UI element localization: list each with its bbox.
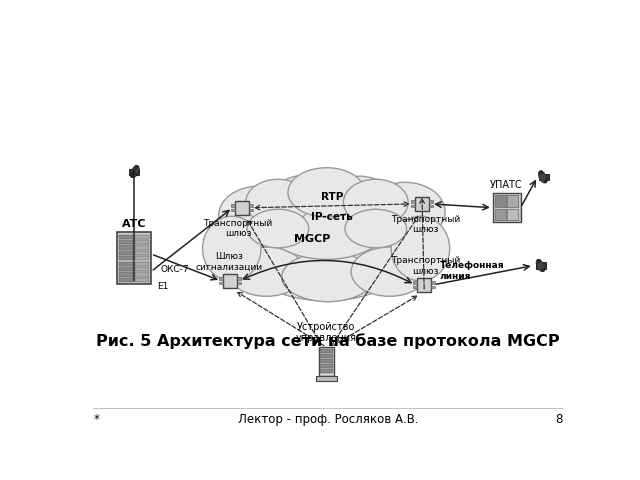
Bar (119, 235, 133, 239)
Text: Транспортный
шлюз: Транспортный шлюз (204, 218, 273, 238)
Bar (429, 201, 433, 203)
Ellipse shape (537, 259, 541, 263)
Bar (429, 205, 433, 207)
Bar (411, 205, 415, 207)
Bar (119, 240, 133, 244)
Ellipse shape (219, 186, 299, 245)
Bar (411, 201, 415, 203)
Bar (320, 354, 333, 358)
Text: Рис. 5 Архитектура сети на базе протокола MGCP: Рис. 5 Архитектура сети на базе протокол… (96, 333, 560, 349)
Bar (413, 281, 417, 284)
Ellipse shape (247, 209, 308, 248)
Bar (431, 281, 435, 284)
Bar (320, 364, 333, 368)
Bar (135, 256, 148, 261)
Ellipse shape (542, 268, 545, 272)
Bar (220, 282, 223, 284)
Bar (320, 360, 333, 363)
Ellipse shape (134, 165, 138, 169)
Bar (135, 273, 148, 276)
Bar (119, 267, 133, 271)
Bar (249, 209, 253, 211)
Bar (135, 245, 148, 250)
Bar (320, 349, 333, 353)
Text: УПАТС: УПАТС (490, 180, 523, 190)
Text: IP-сеть: IP-сеть (311, 212, 353, 222)
Bar (223, 274, 237, 288)
Bar (316, 376, 337, 381)
Bar (413, 286, 417, 288)
Ellipse shape (228, 247, 305, 296)
Bar (135, 235, 148, 239)
Bar (135, 278, 148, 282)
Text: 8: 8 (556, 413, 563, 426)
Bar (135, 240, 148, 244)
Bar (539, 174, 548, 180)
Bar (235, 201, 249, 215)
Bar (119, 273, 133, 276)
Text: MGCP: MGCP (294, 234, 331, 243)
Ellipse shape (238, 196, 415, 301)
Bar (319, 347, 334, 376)
Ellipse shape (344, 179, 408, 226)
Ellipse shape (288, 168, 365, 217)
Bar (237, 282, 241, 284)
Bar (417, 278, 431, 292)
Bar (493, 193, 520, 222)
Ellipse shape (131, 166, 139, 178)
Ellipse shape (540, 171, 543, 174)
Bar (135, 251, 148, 255)
Ellipse shape (246, 179, 310, 226)
Bar (129, 168, 139, 175)
Text: *: * (93, 413, 99, 426)
Ellipse shape (320, 176, 397, 235)
Bar (431, 286, 435, 288)
Text: Телефонная
линия: Телефонная линия (440, 262, 504, 281)
Bar (508, 195, 518, 207)
Bar (231, 204, 235, 206)
Text: Е1: Е1 (157, 282, 168, 291)
Bar (119, 251, 133, 255)
Ellipse shape (391, 216, 450, 281)
Text: Шлюз
сигнализации: Шлюз сигнализации (195, 252, 262, 272)
Text: Устройство
управления: Устройство управления (296, 322, 357, 343)
Bar (119, 256, 133, 261)
Ellipse shape (365, 182, 445, 241)
Bar (119, 278, 133, 282)
Bar (508, 208, 518, 220)
Ellipse shape (544, 180, 547, 183)
Ellipse shape (131, 175, 134, 178)
Bar (119, 245, 133, 250)
Bar (495, 208, 506, 220)
Bar (220, 277, 223, 280)
Bar (119, 262, 133, 266)
Ellipse shape (282, 252, 374, 302)
Ellipse shape (202, 216, 261, 281)
Bar (249, 204, 253, 206)
Text: Транспортный
шлюз: Транспортный шлюз (391, 256, 460, 276)
Text: АТС: АТС (122, 218, 146, 228)
Bar (495, 195, 506, 207)
Bar (231, 209, 235, 211)
Bar (536, 263, 547, 268)
Bar (117, 232, 151, 284)
Bar (415, 197, 429, 211)
Bar (135, 267, 148, 271)
Ellipse shape (538, 171, 547, 183)
Ellipse shape (536, 259, 545, 272)
Ellipse shape (345, 209, 406, 248)
Ellipse shape (261, 179, 392, 259)
Bar (135, 262, 148, 266)
Text: ОКС-7: ОКС-7 (161, 265, 189, 275)
Bar (237, 277, 241, 280)
Text: RTP: RTP (321, 192, 343, 202)
Bar (320, 370, 333, 373)
Text: Транспортный
шлюз: Транспортный шлюз (391, 215, 460, 234)
Ellipse shape (351, 247, 428, 296)
Ellipse shape (266, 175, 351, 236)
Text: Лектор - проф. Росляков А.В.: Лектор - проф. Росляков А.В. (237, 413, 419, 426)
